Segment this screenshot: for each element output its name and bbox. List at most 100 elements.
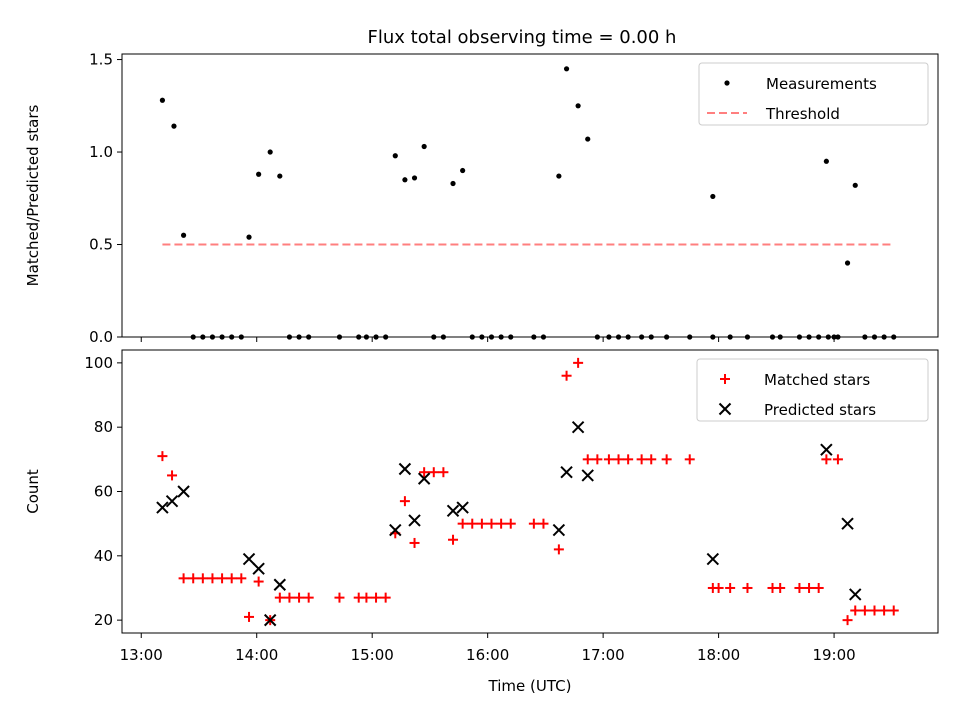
matched-point — [371, 592, 382, 603]
x-tick-label: 19:00 — [812, 646, 855, 664]
matched-point — [448, 534, 459, 545]
matched-point — [553, 544, 564, 555]
y-tick-label: 40 — [94, 547, 113, 565]
measurement-point — [411, 175, 418, 181]
measurement-point — [769, 334, 776, 340]
measurement-point — [606, 334, 612, 340]
matched-point — [244, 611, 255, 622]
matched-point — [888, 605, 899, 616]
measurement-point — [180, 232, 187, 238]
y-tick-label: 1.0 — [89, 143, 113, 161]
predicted-point — [849, 588, 862, 601]
measurement-point — [806, 334, 812, 340]
y-tick-label: 80 — [94, 418, 113, 436]
measurement-point — [835, 334, 841, 340]
matched-point — [486, 518, 497, 529]
measurement-point — [296, 334, 302, 340]
measurement-point — [594, 334, 600, 340]
measurement-point — [159, 97, 166, 103]
matched-point — [428, 467, 439, 478]
measurement-point — [277, 173, 283, 179]
matched-point — [661, 454, 672, 465]
predicted-point — [571, 420, 585, 434]
matched-point — [573, 357, 584, 368]
legend: Measurements Threshold — [698, 62, 929, 126]
measurement-point — [209, 334, 216, 340]
predicted-point — [581, 469, 594, 482]
predicted-point — [706, 552, 720, 566]
measurement-point — [844, 260, 851, 266]
predicted-point — [165, 494, 179, 508]
measurement-point — [710, 334, 716, 340]
measurement-point — [336, 334, 343, 340]
predicted-point — [446, 504, 460, 518]
legend-label: Measurements — [766, 75, 877, 93]
matched-point — [236, 573, 247, 584]
measurement-point — [219, 334, 225, 340]
x-tick-label: 16:00 — [466, 646, 509, 664]
y-tick-label: 1.5 — [89, 51, 113, 69]
measurement-point — [862, 334, 868, 340]
y-tick-label: 0.5 — [89, 236, 113, 254]
matched-point — [409, 537, 420, 548]
measurement-point — [356, 334, 362, 340]
measurement-point — [479, 334, 485, 340]
matched-point — [157, 451, 168, 462]
matched-point — [188, 573, 199, 584]
legend: Matched stars Predicted stars — [696, 358, 929, 422]
matched-point — [582, 454, 593, 465]
measurement-point — [469, 334, 475, 340]
measurement-point — [402, 177, 408, 183]
matched-point — [226, 573, 237, 584]
matched-point — [603, 454, 614, 465]
measurement-point — [460, 167, 466, 174]
measurement-point — [421, 143, 427, 150]
matched-point — [284, 592, 295, 603]
matched-point — [561, 370, 572, 381]
matched-point — [419, 467, 430, 478]
measurement-point — [498, 334, 504, 340]
measurement-point — [744, 334, 751, 340]
matched-point — [294, 592, 305, 603]
predicted-point — [273, 578, 287, 591]
measurement-point — [556, 173, 562, 179]
predicted-point — [263, 613, 277, 627]
measurement-point — [306, 334, 312, 340]
measurement-point — [200, 334, 206, 340]
matched-point — [334, 592, 345, 603]
measurement-point — [710, 193, 716, 200]
matched-point — [879, 605, 890, 616]
matched-point — [496, 518, 507, 529]
matched-point — [274, 592, 285, 603]
matched-point — [467, 518, 478, 529]
chart-title: Flux total observing time = 0.00 h — [368, 27, 677, 48]
matched-point — [361, 592, 372, 603]
measurement-point — [190, 334, 196, 340]
y-tick-label: 20 — [94, 611, 113, 629]
measurement-point — [171, 123, 177, 129]
x-tick-label: 18:00 — [697, 646, 740, 664]
matched-point — [438, 467, 449, 478]
matched-point — [399, 496, 410, 507]
legend-matched-swatch — [720, 374, 730, 384]
measurement-point — [852, 182, 858, 188]
matched-point — [636, 454, 647, 465]
predicted-point — [177, 485, 190, 498]
matched-point — [207, 573, 218, 584]
measurement-point — [531, 334, 537, 340]
matched-point — [775, 582, 786, 593]
x-tick-label: 14:00 — [235, 646, 278, 664]
measurement-point — [363, 334, 370, 340]
matched-point — [713, 582, 724, 593]
matched-point — [167, 470, 178, 481]
matched-point — [821, 454, 832, 465]
predicted-point — [560, 465, 573, 479]
measurement-point — [563, 66, 570, 72]
matched-point — [380, 592, 391, 603]
measurement-point — [823, 158, 829, 164]
x-tick-label: 15:00 — [351, 646, 394, 664]
legend-label: Predicted stars — [764, 401, 876, 419]
measurement-point — [639, 334, 645, 340]
y-tick-label: 0.0 — [89, 328, 113, 346]
measurement-point — [796, 334, 803, 340]
